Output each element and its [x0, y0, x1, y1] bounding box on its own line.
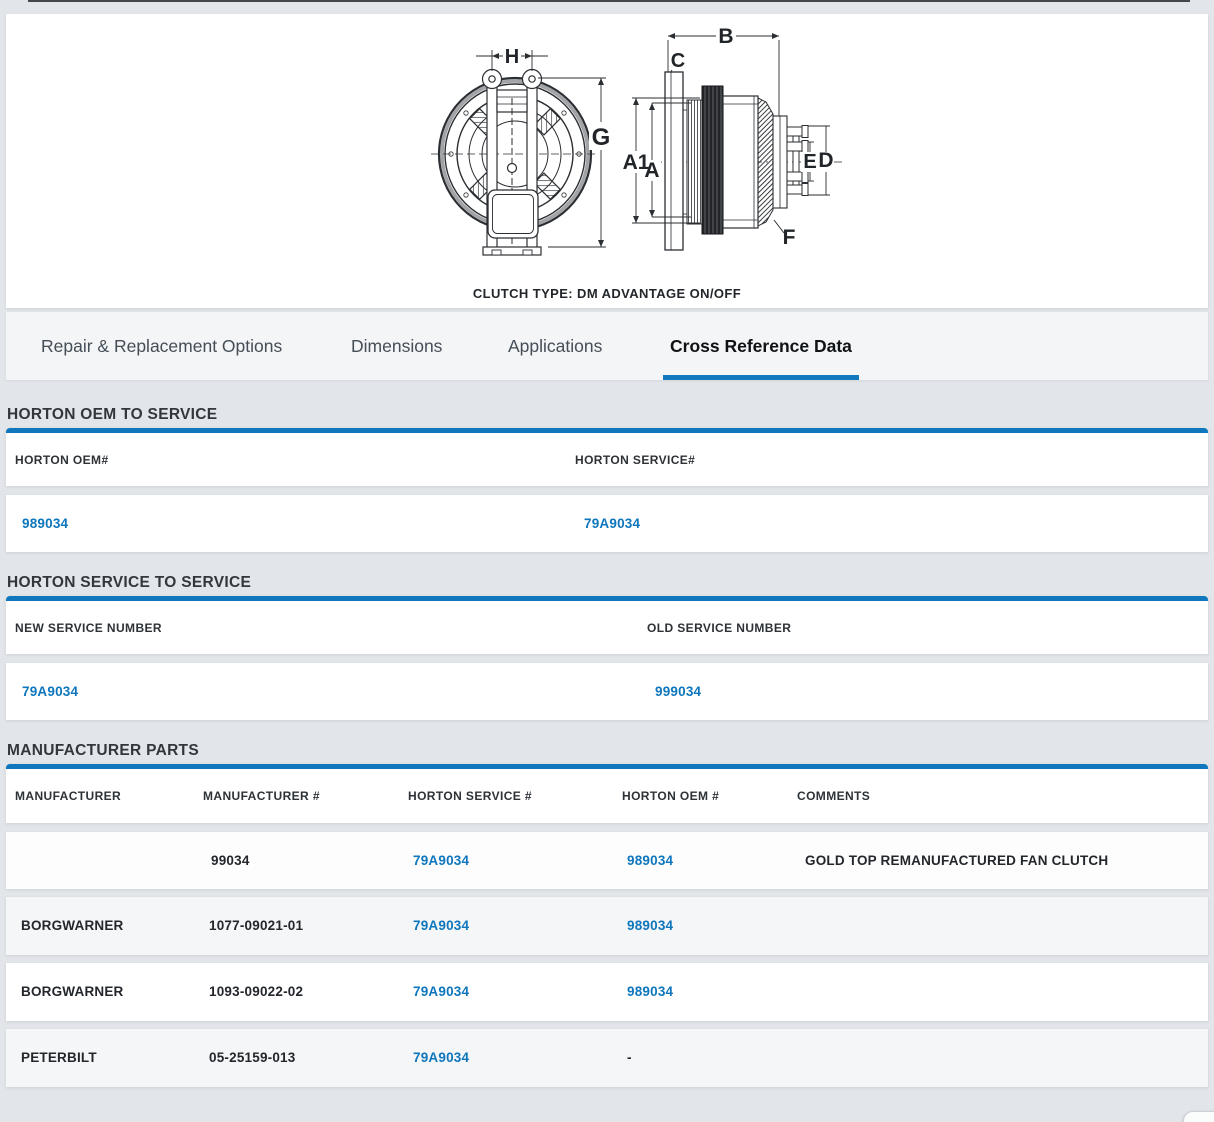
clutch-diagram-card: H G B C A1 A E D F CLUTCH TYPE: DM ADVAN…: [6, 14, 1208, 308]
tab-cross-reference-data[interactable]: Cross Reference Data: [670, 336, 852, 356]
service-to-service-data-row: 79A9034 999034: [6, 663, 1208, 720]
column-header-comments: COMMENTS: [797, 789, 871, 803]
tab-applications[interactable]: Applications: [508, 336, 603, 356]
dim-label-b: B: [718, 25, 733, 48]
oem-to-service-data-row: 989034 79A9034: [6, 495, 1208, 552]
new-service-number-link[interactable]: 79A9034: [22, 684, 79, 699]
column-header-old-service-number: OLD SERVICE NUMBER: [647, 621, 792, 635]
old-service-number-link[interactable]: 999034: [655, 684, 702, 699]
horton-oem-link[interactable]: 989034: [627, 984, 674, 999]
tab-repair-replacement-options[interactable]: Repair & Replacement Options: [41, 336, 283, 356]
dim-label-e: E: [803, 151, 816, 173]
table-row: BORGWARNER 1077-09021-01 79A9034 989034: [6, 897, 1208, 955]
section-title-manufacturer-parts: MANUFACTURER PARTS: [7, 742, 199, 759]
comments-cell: GOLD TOP REMANUFACTURED FAN CLUTCH: [805, 853, 1109, 868]
active-tab-underline: [663, 375, 859, 380]
manufacturer-cell: PETERBILT: [21, 1050, 97, 1065]
column-header-new-service-number: NEW SERVICE NUMBER: [15, 621, 162, 635]
section-title-oem-to-service: HORTON OEM TO SERVICE: [7, 406, 218, 423]
service-number-link[interactable]: 79A9034: [584, 516, 641, 531]
manufacturer-cell: BORGWARNER: [21, 984, 124, 999]
horton-service-link[interactable]: 79A9034: [413, 1050, 470, 1065]
clutch-technical-drawing-icon: H G B C A1 A E D F: [431, 25, 844, 256]
table-row: BORGWARNER 1093-09022-02 79A9034 989034: [6, 963, 1208, 1021]
dim-label-a: A: [644, 159, 659, 182]
horton-service-link[interactable]: 79A9034: [413, 918, 470, 933]
manufacturer-cell: BORGWARNER: [21, 918, 124, 933]
manufacturer-number-cell: 1077-09021-01: [209, 918, 304, 933]
manufacturer-parts-header-row: MANUFACTURER MANUFACTURER # HORTON SERVI…: [6, 764, 1208, 823]
dim-label-d: D: [818, 149, 833, 172]
horton-service-link[interactable]: 79A9034: [413, 984, 470, 999]
dim-label-h: H: [505, 46, 519, 68]
corner-widget-button[interactable]: [1183, 1111, 1214, 1122]
column-header-horton-service: HORTON SERVICE #: [408, 789, 532, 803]
horton-oem-cell: -: [627, 1050, 632, 1065]
column-header-manufacturer: MANUFACTURER: [15, 789, 122, 803]
horton-service-link[interactable]: 79A9034: [413, 853, 470, 868]
tab-bar: Repair & Replacement Options Dimensions …: [6, 312, 1208, 380]
dim-label-a1: A1: [623, 151, 650, 174]
column-header-manufacturer-number: MANUFACTURER #: [203, 789, 320, 803]
service-to-service-header-row: NEW SERVICE NUMBER OLD SERVICE NUMBER: [6, 596, 1208, 654]
column-header-horton-oem: HORTON OEM#: [15, 453, 109, 467]
dim-label-f: F: [783, 226, 796, 249]
dim-label-g: G: [592, 124, 611, 151]
horton-oem-link[interactable]: 989034: [627, 853, 674, 868]
column-header-horton-service: HORTON SERVICE#: [575, 453, 696, 467]
horton-oem-link[interactable]: 989034: [627, 918, 674, 933]
top-divider-line: [28, 0, 1190, 2]
side-view: [622, 26, 844, 251]
dim-label-c: C: [671, 50, 685, 72]
table-row: 99034 79A9034 989034 GOLD TOP REMANUFACT…: [6, 832, 1208, 889]
manufacturer-number-cell: 99034: [211, 853, 250, 868]
section-title-service-to-service: HORTON SERVICE TO SERVICE: [7, 574, 252, 591]
clutch-type-caption: CLUTCH TYPE: DM ADVANTAGE ON/OFF: [472, 286, 742, 301]
oem-to-service-header-row: HORTON OEM# HORTON SERVICE#: [6, 428, 1208, 486]
tab-dimensions[interactable]: Dimensions: [351, 336, 443, 356]
manufacturer-number-cell: 05-25159-013: [209, 1050, 296, 1065]
column-header-horton-oem: HORTON OEM #: [622, 789, 720, 803]
manufacturer-number-cell: 1093-09022-02: [209, 984, 304, 999]
front-view: [431, 46, 613, 256]
table-row: PETERBILT 05-25159-013 79A9034 -: [6, 1029, 1208, 1087]
oem-number-link[interactable]: 989034: [22, 516, 69, 531]
